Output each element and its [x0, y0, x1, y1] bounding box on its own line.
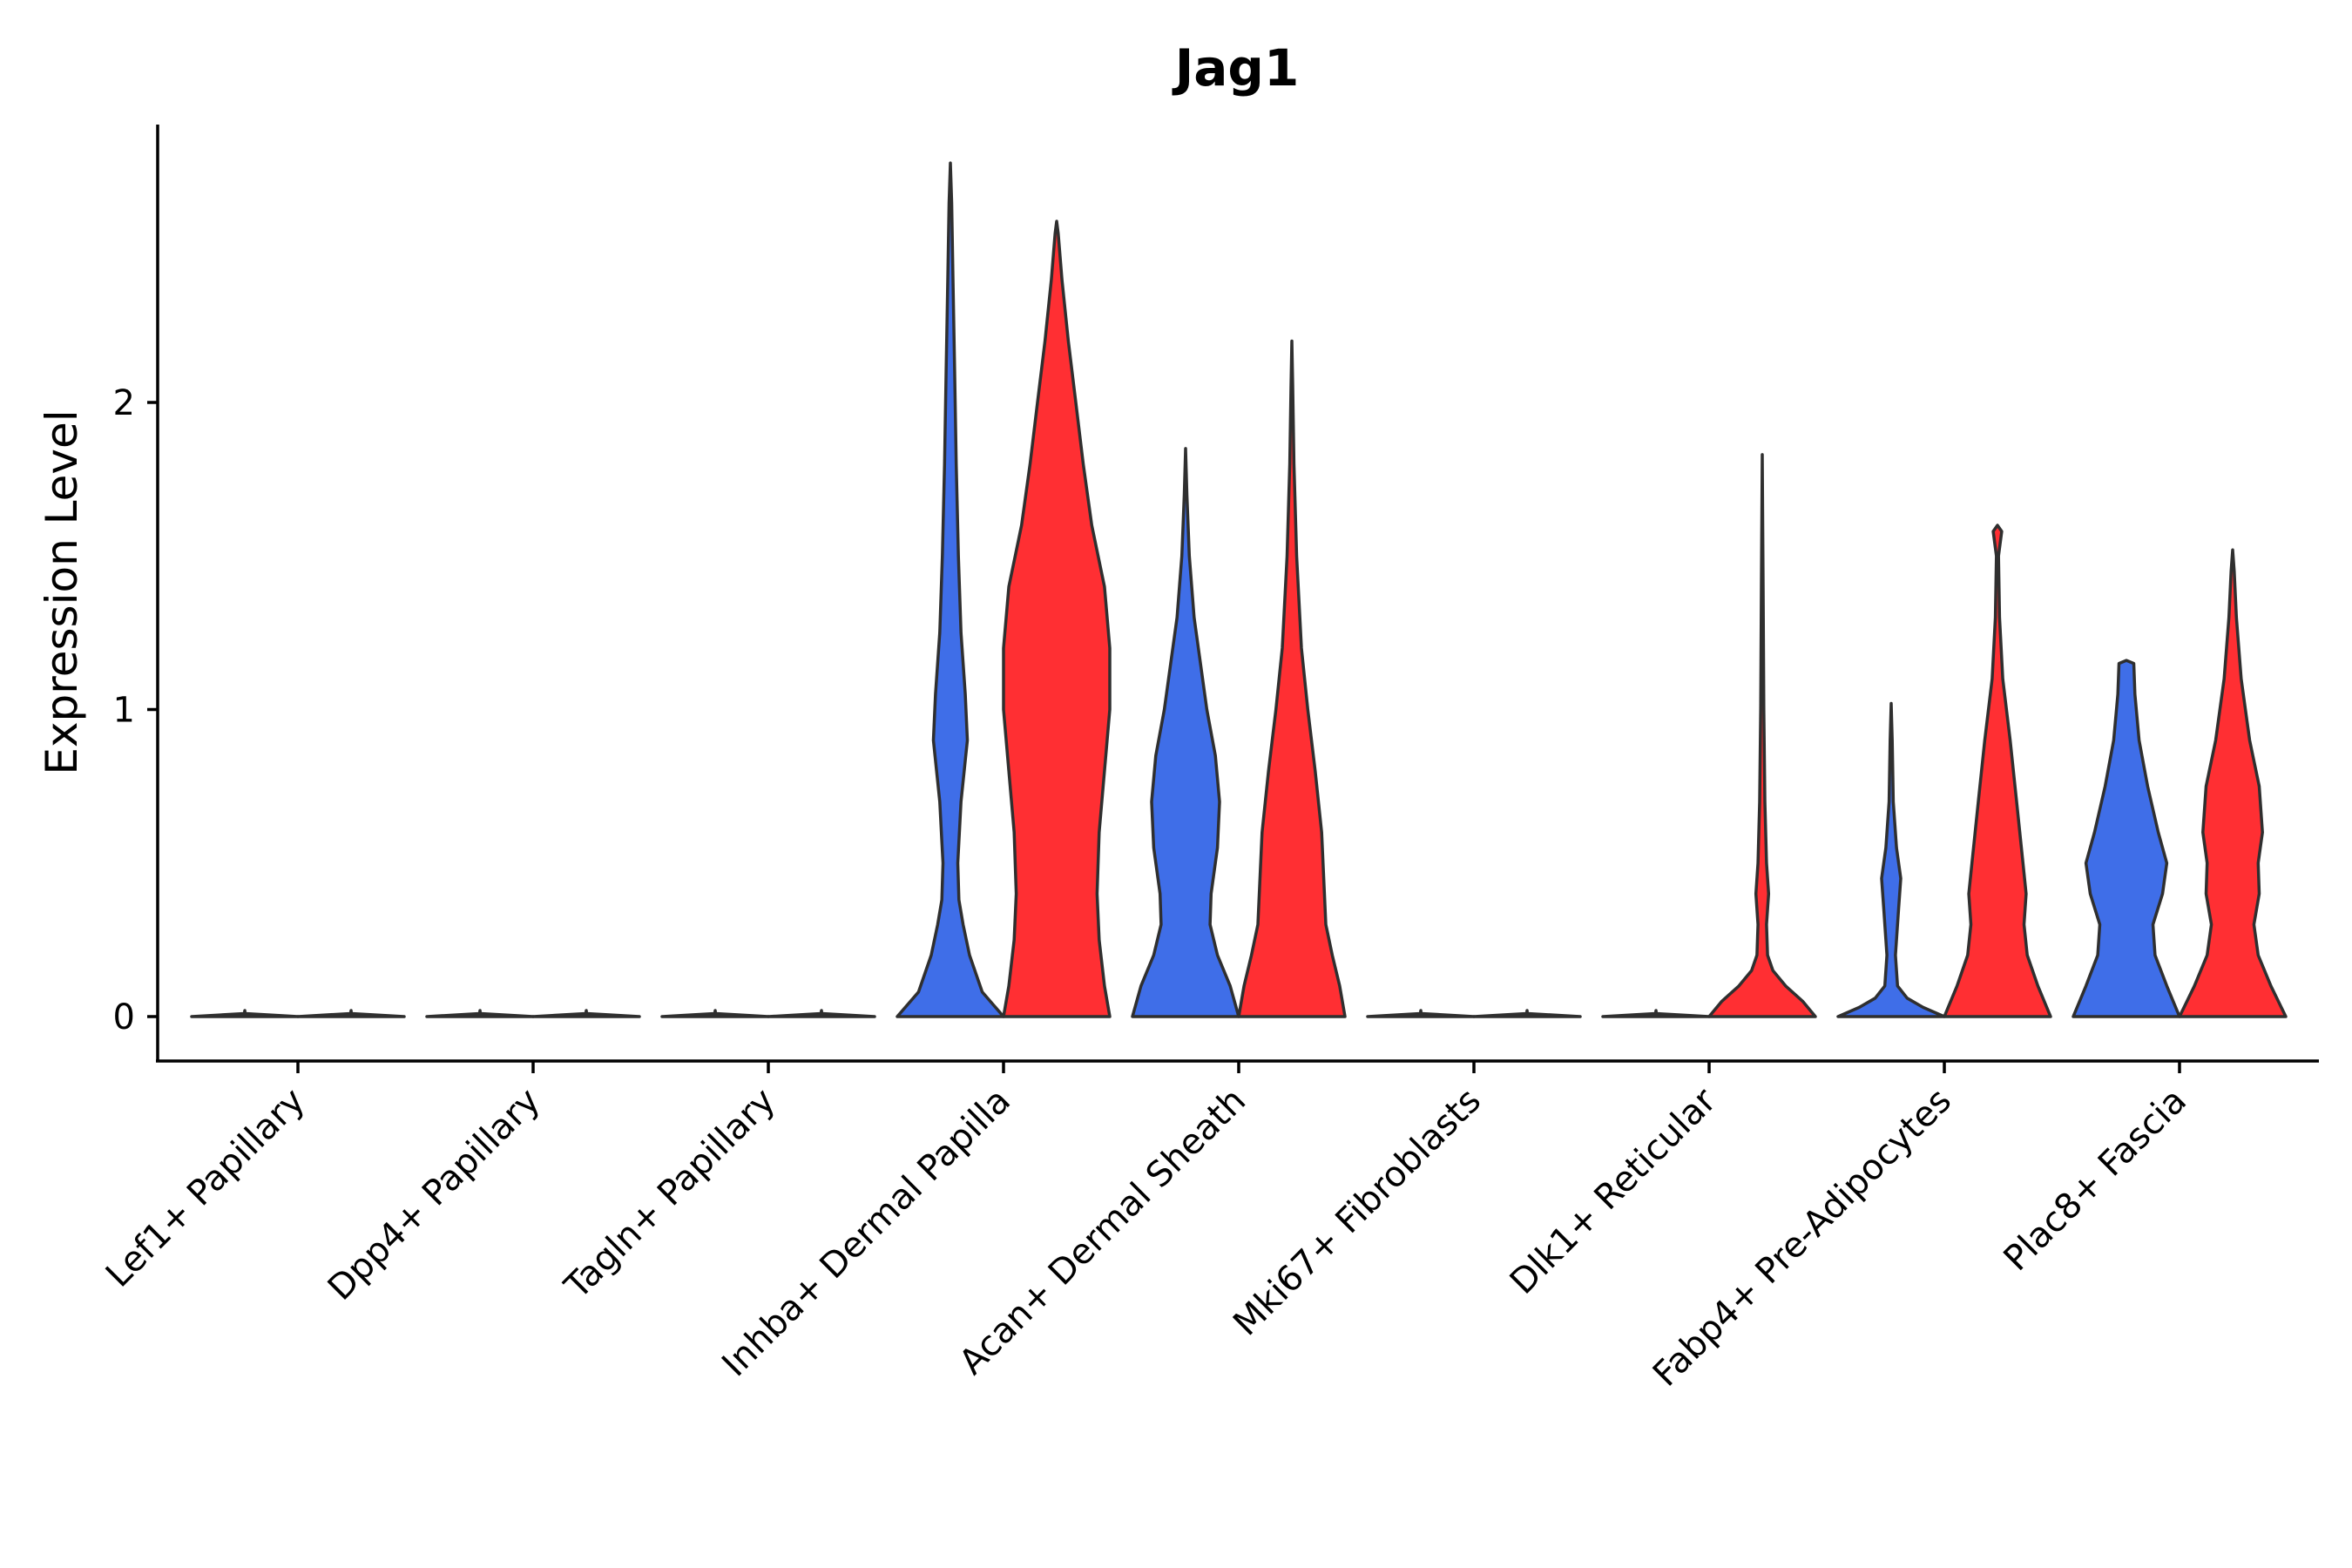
violin-layer [190, 161, 2288, 1018]
violin-group_a-9 [2072, 659, 2181, 1018]
violin-group_b-4 [1002, 220, 1112, 1018]
violin-group_b-8 [1943, 524, 2052, 1018]
x-tick-label-9: Plac8+ Fascia [1997, 1081, 2195, 1280]
chart-title: Jag1 [1172, 38, 1300, 98]
y-tick-label-0: 0 [113, 997, 135, 1037]
violin-group_b-9 [2178, 548, 2288, 1018]
x-tick-label-1: Lef1+ Papillary [98, 1081, 313, 1295]
x-ticks: Lef1+ Papillary Dpp4+ Papillary Tagln+ Pap… [98, 1061, 2194, 1395]
y-ticks: 0 1 2 [113, 383, 158, 1037]
violin-group_a-4 [896, 161, 1005, 1018]
violin-group_a-7 [1601, 1009, 1711, 1018]
violin-group_a-1 [190, 1009, 300, 1018]
violin-group_a-6 [1366, 1009, 1476, 1018]
violin-group_b-1 [296, 1009, 406, 1018]
y-tick-label-1: 1 [113, 691, 135, 731]
x-tick-label-6: Mki67+ Fibroblasts [1226, 1081, 1489, 1344]
violin-group_b-7 [1707, 453, 1817, 1018]
x-tick-label-7: Dlk1+ Reticular [1503, 1080, 1725, 1302]
violin-group_b-3 [767, 1009, 876, 1018]
x-tick-label-3: Tagln+ Papillary [557, 1081, 783, 1308]
violin-group_a-3 [660, 1009, 770, 1018]
violin-group_a-5 [1131, 447, 1240, 1018]
violin-group_b-5 [1237, 339, 1347, 1018]
violin-group_b-2 [531, 1009, 641, 1018]
y-axis-label: Expression Level [37, 409, 87, 774]
violin-group_a-8 [1836, 701, 1946, 1018]
violin-group_b-6 [1472, 1009, 1582, 1018]
violin-group_a-2 [425, 1009, 535, 1018]
x-tick-label-2: Dpp4+ Papillary [321, 1081, 548, 1308]
y-tick-label-2: 2 [113, 383, 135, 423]
